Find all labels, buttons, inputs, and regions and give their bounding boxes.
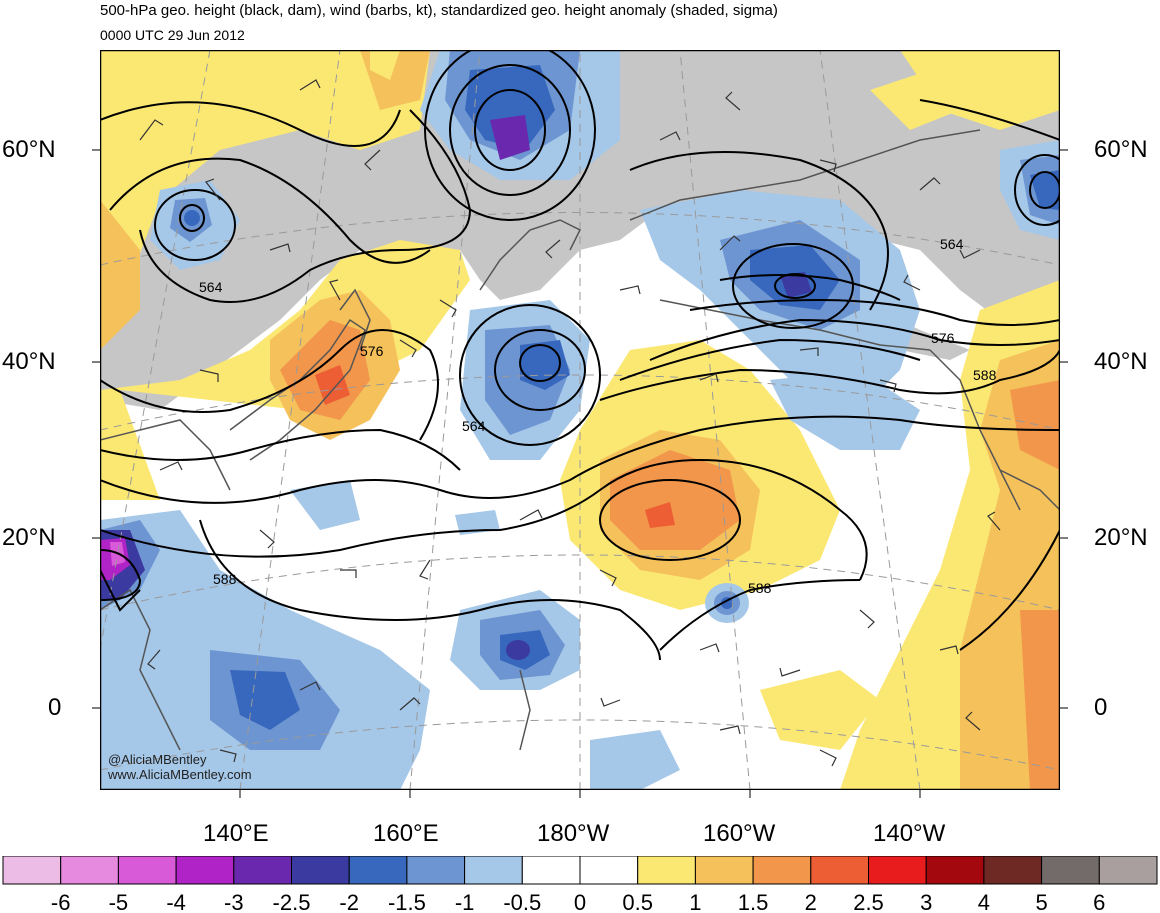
colorbar-swatch bbox=[1041, 856, 1100, 885]
map-frame bbox=[100, 50, 1060, 790]
weather-map: 564 576 564 564 576 588 588 588 bbox=[100, 50, 1060, 790]
credit-site: www.AliciaMBentley.com bbox=[108, 767, 252, 782]
colorbar-tick-label: 6 bbox=[1093, 890, 1105, 913]
colorbar-tick-label: -4 bbox=[166, 890, 186, 913]
lon-label: 140°W bbox=[873, 820, 946, 847]
lon-label: 140°E bbox=[203, 820, 269, 847]
map-title: 500-hPa geo. height (black, dam), wind (… bbox=[100, 2, 778, 19]
contour-label: 576 bbox=[360, 343, 384, 359]
colorbar-tick-label: -0.5 bbox=[503, 890, 541, 913]
colorbar-swatch bbox=[868, 856, 927, 885]
colorbar-tick-label: 1 bbox=[689, 890, 701, 913]
colorbar-tick-label: 1.5 bbox=[738, 890, 769, 913]
lon-label: 160°W bbox=[703, 820, 776, 847]
colorbar-swatch bbox=[233, 856, 293, 885]
colorbar-tick-label: -1.5 bbox=[388, 890, 426, 913]
colorbar-swatch bbox=[752, 856, 812, 885]
colorbar-tick-label: 2.5 bbox=[853, 890, 884, 913]
lon-label: 180°W bbox=[537, 820, 610, 847]
colorbar-swatch bbox=[406, 856, 466, 885]
contour-label: 564 bbox=[199, 279, 223, 295]
colorbar: -6 -5 -4 -3 -2.5 -2 -1.5 -1 -0.5 0 0.5 1 1.5 2 2.5 3 4 5 6 bbox=[2, 856, 1158, 913]
colorbar-tick-label: -2.5 bbox=[273, 890, 311, 913]
colorbar-tick-label: 4 bbox=[978, 890, 990, 913]
colorbar-tick-label: 3 bbox=[920, 890, 932, 913]
contour-label: 588 bbox=[213, 571, 237, 587]
colorbar-swatch bbox=[291, 856, 350, 885]
lat-label-left: 20°N bbox=[2, 524, 56, 551]
colorbar-swatch bbox=[579, 856, 639, 885]
anomaly-shading bbox=[100, 50, 1060, 790]
lat-label-right: 0 bbox=[1094, 694, 1108, 721]
lat-label-left: 0 bbox=[48, 694, 62, 721]
colorbar-tick-label: -3 bbox=[224, 890, 244, 913]
colorbar-swatch bbox=[925, 856, 985, 885]
valid-time: 0000 UTC 29 Jun 2012 bbox=[100, 27, 245, 43]
colorbar-tick-label: 2 bbox=[805, 890, 817, 913]
coastlines bbox=[100, 129, 1060, 751]
colorbar-swatch bbox=[1098, 856, 1158, 885]
lon-label: 160°E bbox=[373, 820, 439, 847]
wind-barbs bbox=[139, 79, 1001, 767]
contour-label: 576 bbox=[931, 330, 955, 346]
height-contours bbox=[100, 50, 1060, 661]
contour-labels: 564 576 564 564 576 588 588 588 bbox=[199, 236, 997, 596]
contour-label: 588 bbox=[973, 367, 997, 383]
colorbar-tick-label: -1 bbox=[455, 890, 475, 913]
colorbar-tick-label: -2 bbox=[339, 890, 359, 913]
colorbar-tick-label: -6 bbox=[51, 890, 71, 913]
lat-label-right: 20°N bbox=[1094, 524, 1148, 551]
contour-label: 588 bbox=[748, 580, 772, 596]
contour-label: 564 bbox=[462, 418, 486, 434]
lat-label-left: 60°N bbox=[2, 136, 56, 163]
lat-label-right: 40°N bbox=[1094, 348, 1148, 375]
colorbar-swatch bbox=[117, 856, 177, 885]
colorbar-swatch bbox=[348, 856, 408, 885]
colorbar-tick-label: -5 bbox=[109, 890, 129, 913]
colorbar-tick-label: 0 bbox=[574, 890, 586, 913]
colorbar-swatch bbox=[810, 856, 869, 885]
colorbar-swatch bbox=[175, 856, 235, 885]
colorbar-tick-label: 0.5 bbox=[622, 890, 653, 913]
colorbar-swatch bbox=[2, 856, 62, 885]
colorbar-swatch bbox=[637, 856, 696, 885]
colorbar-swatch bbox=[464, 856, 523, 885]
colorbar-swatch bbox=[983, 856, 1043, 885]
colorbar-swatch bbox=[521, 856, 581, 885]
colorbar-swatch bbox=[60, 856, 119, 885]
contour-label: 564 bbox=[940, 236, 964, 252]
lat-label-left: 40°N bbox=[2, 348, 56, 375]
lat-label-right: 60°N bbox=[1094, 136, 1148, 163]
colorbar-tick-label: 5 bbox=[1035, 890, 1047, 913]
colorbar-swatch bbox=[694, 856, 754, 885]
credit-handle: @AliciaMBentley bbox=[108, 752, 207, 767]
